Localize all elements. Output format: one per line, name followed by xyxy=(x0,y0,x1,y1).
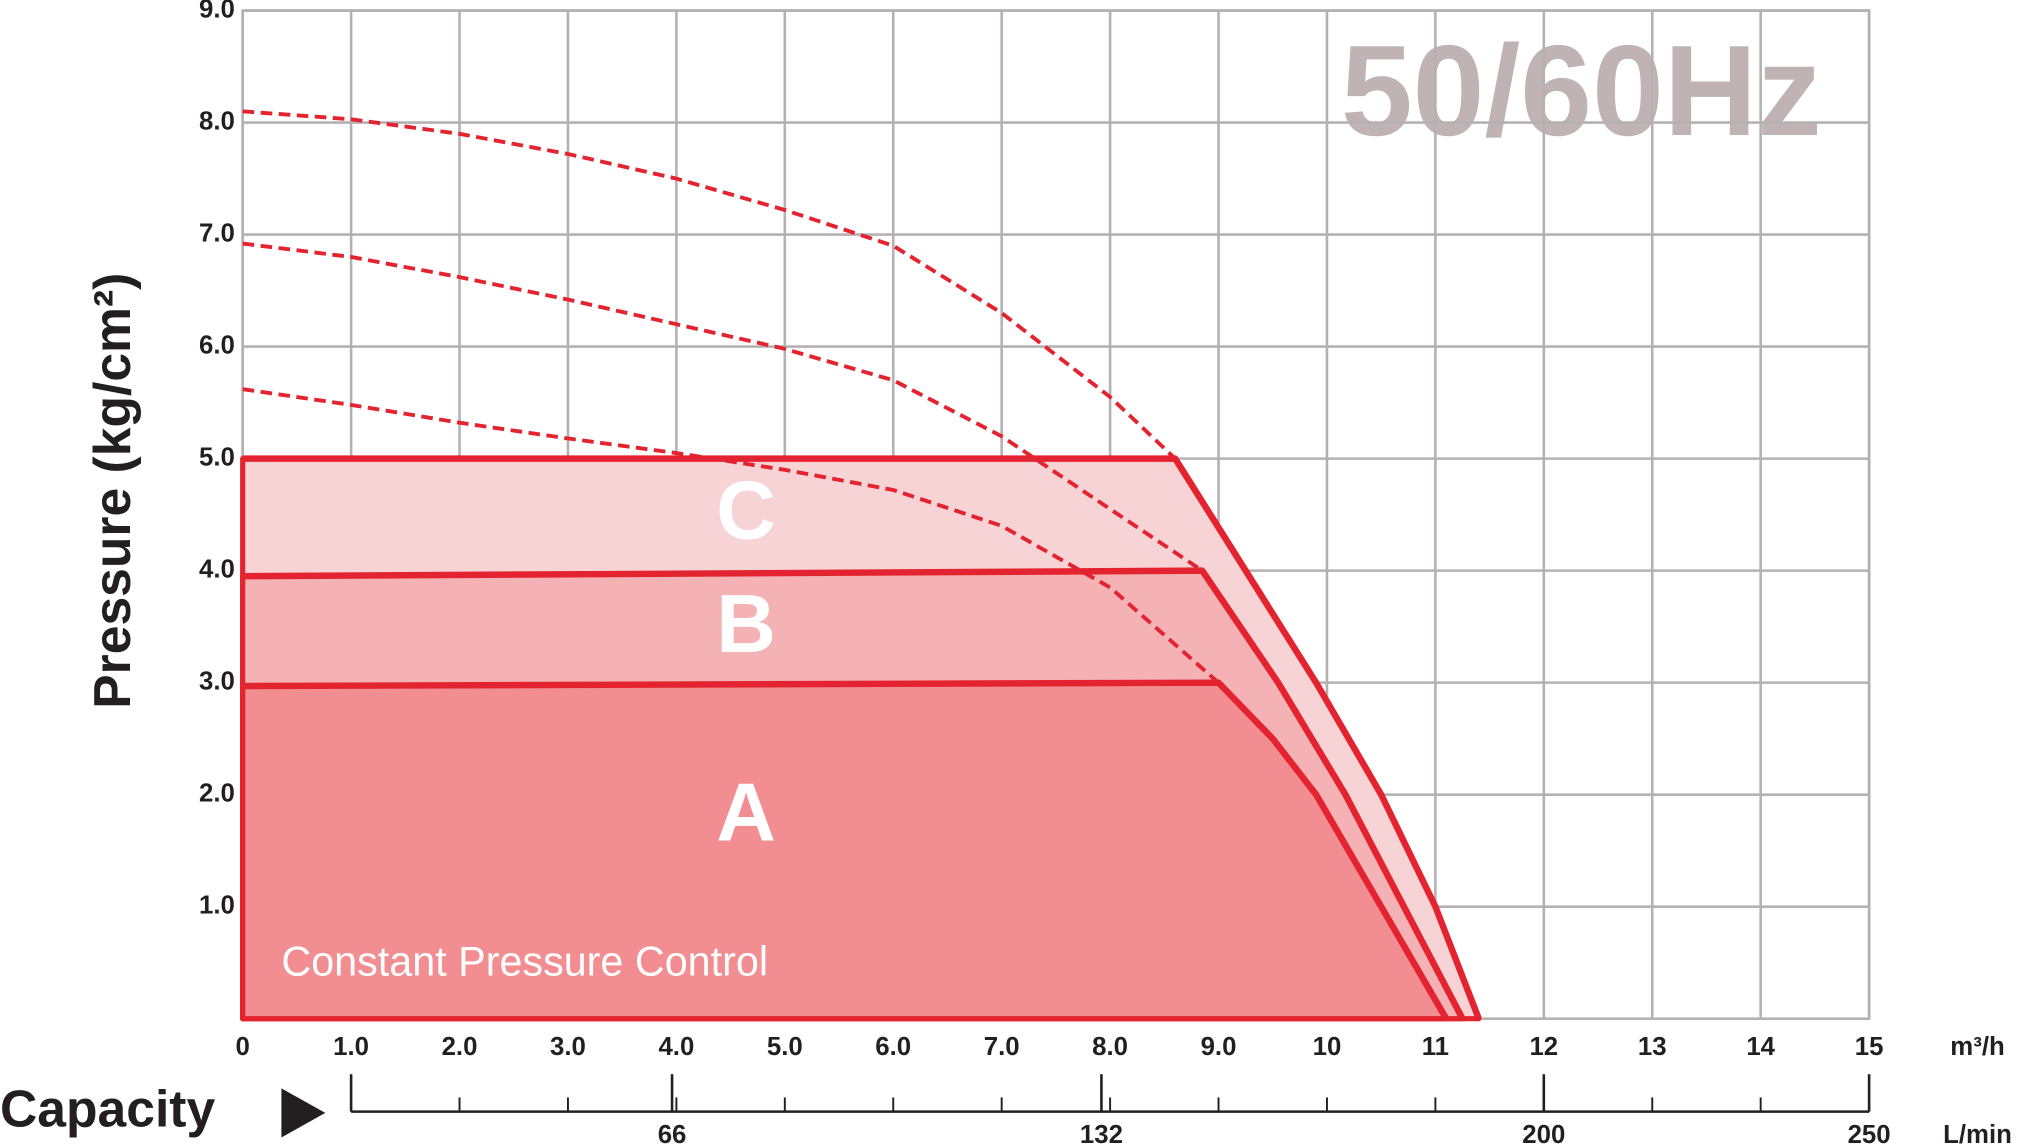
region-label: A xyxy=(716,765,776,858)
y-tick-label: 4.0 xyxy=(199,555,235,583)
x-tick-label: 9.0 xyxy=(1201,1033,1237,1061)
x-tick-label: 1.0 xyxy=(333,1033,369,1061)
arrow-icon xyxy=(281,1088,326,1138)
x-tick-label: 15 xyxy=(1855,1033,1884,1061)
x-tick-label: 11 xyxy=(1422,1033,1449,1061)
x2-tick-label: 132 xyxy=(1080,1121,1123,1148)
y-tick-label: 6.0 xyxy=(199,331,235,359)
x2-tick-label: 66 xyxy=(658,1121,687,1148)
chart-title: 50/60Hz xyxy=(1341,19,1822,163)
x2-tick-label: 250 xyxy=(1848,1121,1891,1148)
y-tick-label: 2.0 xyxy=(199,779,235,807)
x-tick-label: 6.0 xyxy=(875,1033,911,1061)
x-tick-label: 4.0 xyxy=(658,1033,694,1061)
x-tick-label: 13 xyxy=(1638,1033,1667,1061)
x-axis-title: Capacity xyxy=(0,1080,215,1138)
dashed-curve xyxy=(242,241,1204,573)
y-axis-title: Pressure (kg/cm²) xyxy=(83,273,141,709)
y-tick-label: 1.0 xyxy=(199,891,235,919)
x-tick-label: 7.0 xyxy=(984,1033,1020,1061)
area-line xyxy=(242,679,1450,1021)
x-tick-label: 14 xyxy=(1746,1033,1775,1061)
dashed-curve xyxy=(242,109,1177,461)
x2-tick-label: 200 xyxy=(1522,1121,1565,1148)
region-label: C xyxy=(716,463,776,556)
x-tick-label: 2.0 xyxy=(442,1033,478,1061)
x2-unit: L/min xyxy=(1943,1121,2012,1148)
x-tick-label: 8.0 xyxy=(1092,1033,1128,1061)
region-label: B xyxy=(716,577,776,670)
x-tick-label: 12 xyxy=(1529,1033,1558,1061)
x-tick-label: 10 xyxy=(1313,1033,1342,1061)
x-tick-label: 0 xyxy=(235,1033,249,1061)
area-line xyxy=(242,567,1466,1021)
y-tick-label: 8.0 xyxy=(199,107,235,135)
y-tick-label: 7.0 xyxy=(199,219,235,247)
annotation: Constant Pressure Control xyxy=(281,938,768,984)
x-unit: m³/h xyxy=(1950,1033,2004,1061)
x-tick-label: 3.0 xyxy=(550,1033,586,1061)
x-tick-label: 5.0 xyxy=(767,1033,803,1061)
y-tick-label: 9.0 xyxy=(199,0,235,23)
area-line xyxy=(242,455,1482,1020)
y-tick-label: 3.0 xyxy=(199,667,235,695)
y-tick-label: 5.0 xyxy=(199,443,235,471)
